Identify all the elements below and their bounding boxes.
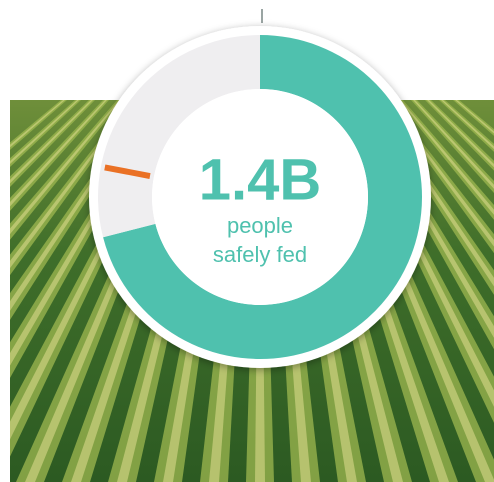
corn-row: [10, 100, 137, 276]
marker: [104, 164, 151, 179]
corn-row: [10, 100, 81, 167]
corn-tassel: [10, 100, 107, 207]
corn-tassel: [427, 100, 494, 168]
corn-row: [10, 100, 151, 320]
donut-segment: [103, 35, 422, 359]
donut-segment: [98, 35, 260, 238]
corn-row: [397, 100, 494, 220]
corn-tassel: [10, 100, 79, 164]
corn-tassel: [399, 100, 494, 215]
corn-row: [439, 100, 494, 152]
donut-ring: [98, 35, 422, 359]
corn-tassel: [10, 100, 93, 184]
corn-row: [453, 100, 494, 136]
corn-row: [10, 100, 67, 150]
center-sublabel: safely fed: [213, 242, 307, 267]
corn-row: [10, 100, 109, 211]
corn-tassel: [441, 100, 494, 150]
corn-row: [10, 100, 95, 188]
donut-hole: [152, 89, 368, 305]
corn-tassel: [455, 100, 494, 134]
corn-tassel: [10, 100, 65, 148]
corn-tassel: [413, 100, 494, 189]
corn-tassel: [10, 100, 149, 311]
center-sublabel: people: [227, 213, 293, 238]
corn-row: [425, 100, 494, 171]
center-value: 1.4B: [199, 147, 322, 212]
corn-row: [411, 100, 494, 193]
corn-tassel: [10, 100, 121, 235]
